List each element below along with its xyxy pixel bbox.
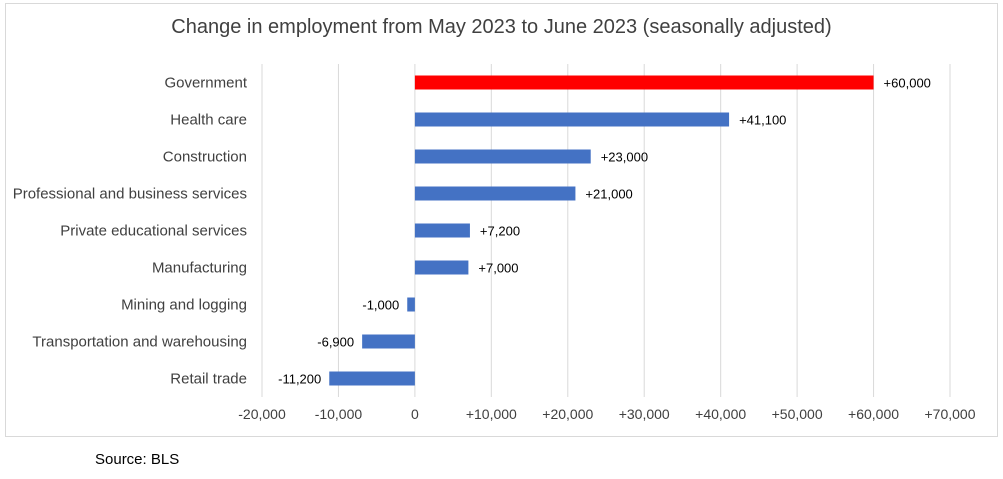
x-tick-label: +40,000 [695,406,746,422]
data-label: +41,100 [739,113,786,128]
data-label: +60,000 [884,76,931,91]
category-label: Transportation and warehousing [32,334,247,351]
data-label: -6,900 [317,335,354,350]
data-label: +21,000 [585,187,632,202]
data-label: +23,000 [601,150,648,165]
category-label: Construction [163,149,247,166]
bar [414,223,470,238]
x-tick-label: -10,000 [315,406,363,422]
category-label: Private educational services [60,223,247,240]
bar [414,149,591,164]
labels: -20,000 -10,000 0 +10,000 +20,000 +30,000 +40,… [13,75,976,423]
x-tick-label: -20,000 [238,406,286,422]
category-label: Retail trade [170,371,247,388]
x-tick-label: +70,000 [925,406,976,422]
bar [414,260,469,275]
bar [407,297,415,312]
chart-frame [5,3,998,437]
bar [414,112,730,127]
x-tick-label: 0 [411,406,419,422]
x-tick-label: +20,000 [542,406,593,422]
bar [362,334,415,349]
category-label: Manufacturing [152,260,247,277]
bar [414,186,576,201]
data-label: +7,200 [480,224,520,239]
bars [329,75,874,386]
category-label: Government [164,75,247,92]
data-label: -11,200 [278,372,321,387]
bar [329,371,415,386]
bar [414,75,874,90]
category-label: Health care [170,112,247,129]
data-label: -1,000 [362,298,399,313]
chart-title: Change in employment from May 2023 to Ju… [171,16,832,38]
x-tick-label: +60,000 [848,406,899,422]
x-tick-label: +30,000 [619,406,670,422]
x-tick-label: +10,000 [466,406,517,422]
data-label: +7,000 [478,261,518,276]
x-tick-label: +50,000 [772,406,823,422]
category-label: Professional and business services [13,186,247,203]
category-label: Mining and logging [121,297,247,314]
source-note: Source: BLS [95,451,180,468]
